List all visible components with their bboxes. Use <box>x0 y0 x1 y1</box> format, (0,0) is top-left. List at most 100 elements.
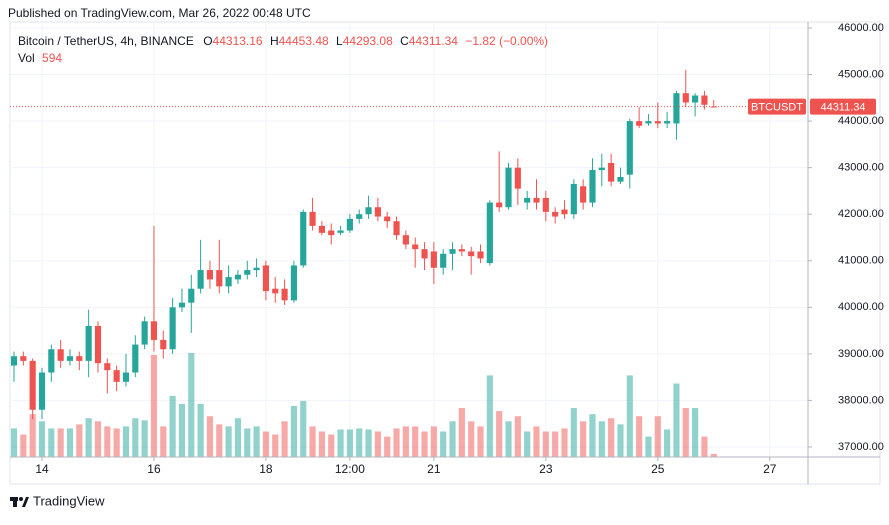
candle-body <box>505 167 512 208</box>
change: −1.82 (−0.00%) <box>465 34 548 48</box>
candle-body <box>66 356 74 361</box>
candle-body <box>384 216 391 222</box>
candle-body <box>38 372 46 410</box>
volume-bar <box>384 436 391 457</box>
ticker-label: BTCUSDT <box>751 102 803 114</box>
volume-bar <box>393 428 400 457</box>
volume-bar <box>477 426 484 457</box>
x-tick-label: 16 <box>147 462 161 476</box>
volume-bar <box>132 418 139 457</box>
volume-bar <box>253 426 260 457</box>
volume-bar <box>412 426 419 457</box>
volume-bar <box>533 426 540 457</box>
y-tick-label: 45000.00 <box>838 68 884 80</box>
candle-body <box>580 186 587 203</box>
candle-body <box>449 249 456 254</box>
volume-bar <box>514 416 521 457</box>
candle-body <box>412 244 419 250</box>
candle-body <box>206 270 214 280</box>
candle-body <box>430 251 437 268</box>
candle-body <box>374 207 381 217</box>
price-badge <box>810 98 876 115</box>
volume-bar <box>66 428 74 457</box>
volume-bar <box>356 428 363 457</box>
volume-bar <box>440 431 447 457</box>
candle-body <box>636 121 643 126</box>
volume-bar <box>85 418 92 457</box>
volume-bar <box>38 421 46 457</box>
candle-body <box>552 211 559 217</box>
x-tick-label: 27 <box>763 462 777 476</box>
candle-body <box>94 325 102 364</box>
volume-value: 594 <box>42 51 62 65</box>
x-tick-label: 14 <box>35 462 49 476</box>
volume-bar <box>262 431 270 457</box>
candle-body <box>76 356 83 361</box>
volume-bar <box>654 416 661 457</box>
volume-bar <box>617 424 624 457</box>
volume-bar <box>710 453 717 457</box>
y-tick-label: 40000.00 <box>838 301 884 313</box>
candle-body <box>197 270 204 289</box>
volume-bar <box>160 426 167 457</box>
candle-body <box>262 265 270 292</box>
volume-bar <box>496 411 503 457</box>
volume-bar <box>561 428 568 457</box>
candle-body <box>626 121 633 175</box>
candle-body <box>328 230 335 236</box>
volume-bar <box>570 408 577 457</box>
volume-bar <box>505 421 512 457</box>
chart-frame <box>9 21 881 485</box>
brand[interactable]: TradingView <box>33 493 105 508</box>
candle-body <box>178 302 186 308</box>
candle-body <box>356 214 363 219</box>
candle-body <box>673 93 680 124</box>
candle-body <box>514 167 521 189</box>
candle-body <box>281 288 288 301</box>
volume-legend: Vol 594 <box>18 51 62 65</box>
x-tick-label: 12:00 <box>335 462 365 476</box>
x-tick-label: 21 <box>427 462 441 476</box>
candle-body <box>57 349 64 361</box>
volume-bar <box>290 406 297 457</box>
volume-bar <box>552 431 559 457</box>
volume-bar <box>402 426 409 457</box>
candle-body <box>225 277 232 287</box>
y-tick-label: 43000.00 <box>838 162 884 174</box>
y-tick-label: 37000.00 <box>838 441 884 453</box>
candle-body <box>10 356 18 366</box>
candle-body <box>486 202 493 264</box>
volume-bar <box>608 418 615 457</box>
candle-body <box>122 372 130 382</box>
y-tick-label: 39000.00 <box>838 348 884 360</box>
volume-bar <box>122 426 130 457</box>
volume-bar <box>76 424 83 457</box>
high-value: 44453.48 <box>279 34 329 48</box>
candle-body <box>468 251 475 257</box>
candle-body <box>440 253 447 268</box>
candle-body <box>365 207 372 215</box>
candle-body <box>48 349 55 373</box>
candle-body <box>664 121 671 124</box>
volume-bar <box>141 420 148 457</box>
volume-bar <box>318 431 325 457</box>
volume-bar <box>664 429 671 457</box>
x-tick-label: 25 <box>651 462 665 476</box>
volume-bar <box>309 426 316 457</box>
volume-bar <box>636 416 643 457</box>
volume-bar <box>645 436 652 457</box>
candle-body <box>29 360 36 410</box>
volume-bar <box>150 355 158 457</box>
y-tick-label: 38000.00 <box>838 394 884 406</box>
candle-body <box>104 363 111 371</box>
candle-body <box>682 93 689 103</box>
volume-bar <box>57 428 64 457</box>
volume-bar <box>178 403 186 457</box>
volume-bar <box>29 414 36 457</box>
brand-logo <box>10 497 29 507</box>
candle-body <box>402 235 409 245</box>
volume-bar <box>486 375 493 457</box>
close-value: 44311.34 <box>409 34 458 48</box>
volume-bar <box>580 421 587 457</box>
